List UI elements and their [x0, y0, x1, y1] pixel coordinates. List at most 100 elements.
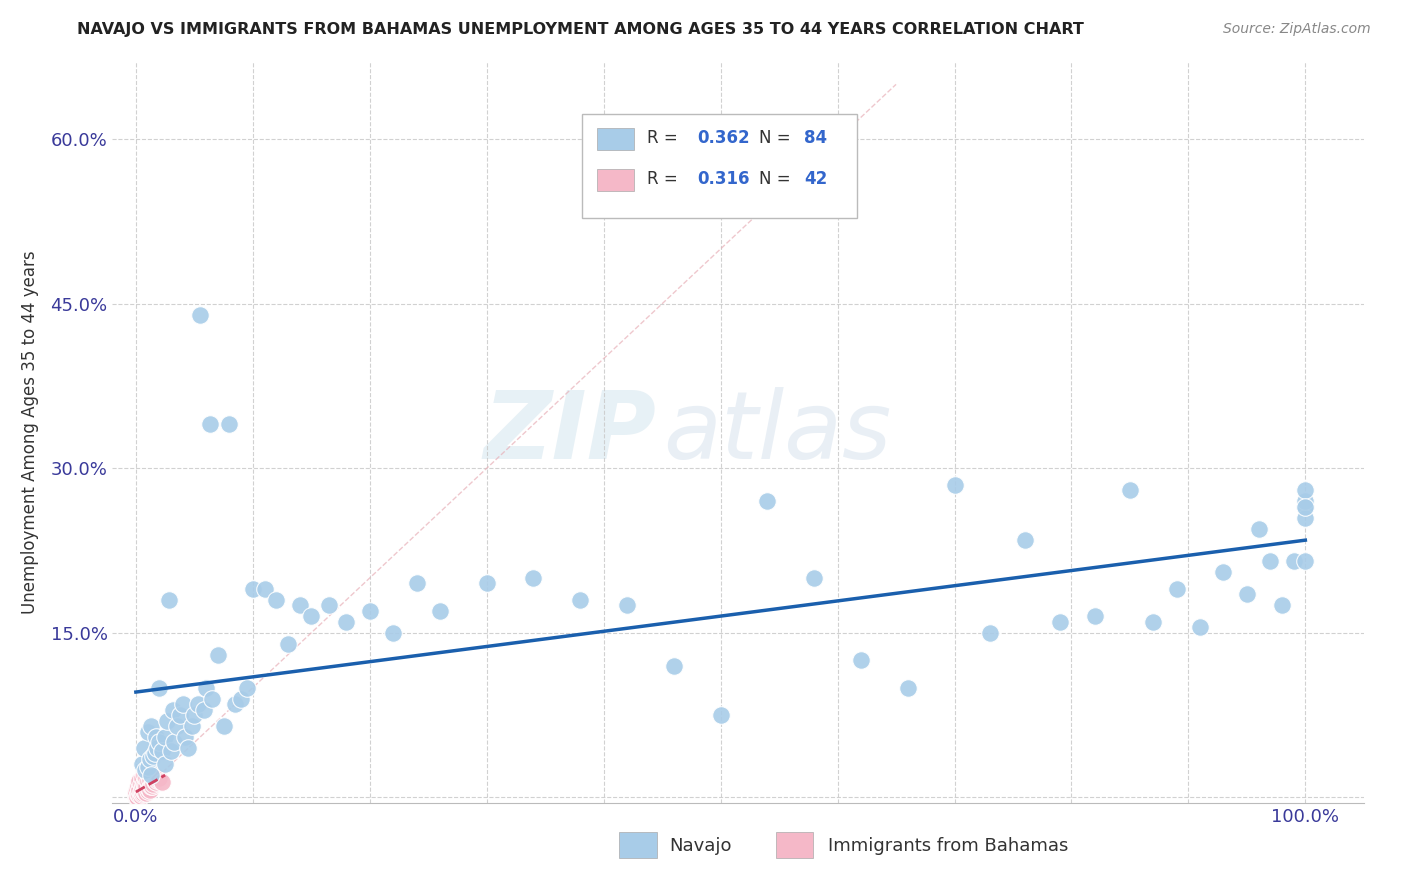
Point: [212, 719, 235, 733]
Point: [125, 790, 148, 805]
Point: [135, 786, 157, 800]
Point: [143, 747, 166, 761]
Point: [1119, 483, 1142, 498]
Point: [153, 757, 176, 772]
FancyBboxPatch shape: [582, 114, 858, 218]
Point: [181, 719, 204, 733]
Point: [710, 708, 733, 723]
Point: [131, 781, 153, 796]
Point: [146, 772, 169, 787]
Point: [145, 730, 167, 744]
Point: [1084, 609, 1107, 624]
Point: [129, 789, 152, 804]
Point: [136, 783, 159, 797]
Point: [1294, 500, 1316, 514]
Point: [429, 604, 451, 618]
Text: 0.316: 0.316: [697, 170, 749, 188]
Point: [1258, 554, 1281, 568]
Point: [128, 782, 150, 797]
Point: [1294, 494, 1316, 508]
Text: Navajo: Navajo: [669, 837, 733, 855]
Point: [1294, 483, 1316, 498]
Text: NAVAJO VS IMMIGRANTS FROM BAHAMAS UNEMPLOYMENT AMONG AGES 35 TO 44 YEARS CORRELA: NAVAJO VS IMMIGRANTS FROM BAHAMAS UNEMPL…: [77, 22, 1084, 37]
Point: [125, 790, 148, 805]
Text: Immigrants from Bahamas: Immigrants from Bahamas: [828, 837, 1069, 855]
Point: [193, 702, 215, 716]
Point: [174, 730, 197, 744]
Text: 0.362: 0.362: [697, 129, 749, 147]
Point: [277, 637, 299, 651]
Bar: [596, 128, 634, 150]
Point: [141, 780, 163, 794]
Point: [138, 768, 160, 782]
Point: [127, 787, 149, 801]
Point: [475, 576, 498, 591]
Point: [153, 730, 176, 744]
Point: [134, 778, 156, 792]
Point: [136, 759, 159, 773]
Point: [979, 625, 1001, 640]
Point: [359, 604, 381, 618]
Point: [132, 783, 155, 797]
Point: [128, 788, 150, 802]
Point: [183, 708, 205, 723]
Point: [264, 593, 287, 607]
Point: [187, 697, 209, 711]
Point: [125, 788, 148, 802]
Point: [1189, 620, 1212, 634]
Point: [160, 744, 183, 758]
Point: [125, 781, 148, 796]
Point: [131, 787, 153, 801]
Point: [139, 752, 162, 766]
Point: [156, 714, 179, 728]
Text: 84: 84: [804, 129, 828, 147]
Point: [236, 681, 259, 695]
Point: [148, 771, 170, 785]
Point: [1294, 510, 1316, 524]
Point: [148, 681, 170, 695]
Point: [136, 773, 159, 788]
Point: [166, 719, 188, 733]
Point: [139, 719, 162, 733]
Bar: [619, 832, 657, 858]
Point: [897, 681, 920, 695]
Point: [201, 691, 224, 706]
Point: [224, 697, 246, 711]
Point: [146, 741, 169, 756]
Text: atlas: atlas: [664, 387, 891, 478]
Point: [139, 780, 162, 794]
Point: [177, 741, 200, 756]
Text: ZIP: ZIP: [484, 386, 657, 479]
Point: [169, 708, 191, 723]
Point: [129, 785, 152, 799]
Point: [132, 780, 155, 794]
Point: [188, 308, 211, 322]
Point: [299, 609, 322, 624]
Point: [125, 785, 148, 799]
Point: [131, 757, 153, 772]
Point: [139, 766, 162, 780]
Point: [163, 735, 186, 749]
Point: [132, 768, 155, 782]
Point: [1294, 500, 1316, 514]
Point: [405, 576, 427, 591]
Point: [288, 599, 311, 613]
Point: [136, 724, 159, 739]
Point: [1212, 566, 1234, 580]
Point: [195, 681, 218, 695]
Point: [162, 702, 184, 716]
Point: [1294, 554, 1316, 568]
Bar: [776, 832, 813, 858]
Text: Source: ZipAtlas.com: Source: ZipAtlas.com: [1223, 22, 1371, 37]
Point: [148, 735, 170, 749]
Point: [382, 625, 405, 640]
Text: R =: R =: [647, 129, 683, 147]
Point: [142, 777, 165, 791]
Text: N =: N =: [759, 129, 796, 147]
Point: [318, 599, 340, 613]
Point: [150, 775, 173, 789]
Point: [569, 593, 592, 607]
Point: [1271, 599, 1294, 613]
Text: R =: R =: [647, 170, 683, 188]
Point: [522, 571, 544, 585]
